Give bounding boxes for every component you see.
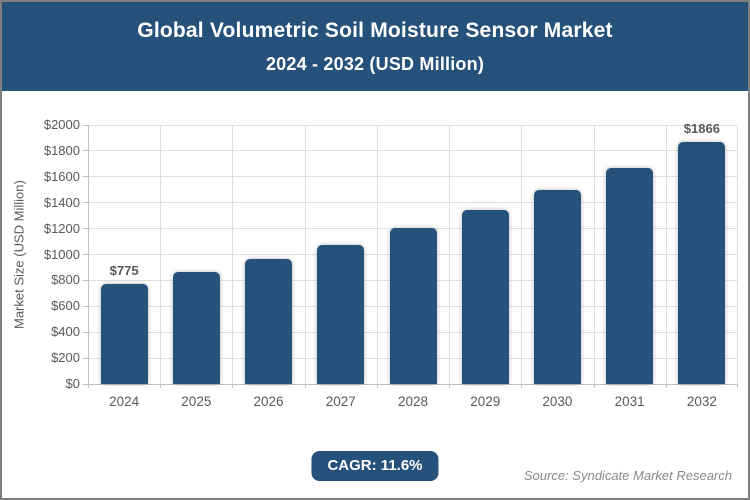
chart-header: Global Volumetric Soil Moisture Sensor M… [2, 2, 748, 91]
x-axis-label: 2032 [686, 394, 717, 409]
y-axis-tick-label: $2000 [43, 117, 80, 132]
plot-area: $775 $1866 [83, 121, 738, 388]
vertical-gridline [521, 125, 523, 384]
y-axis-tick [83, 383, 88, 385]
y-axis-tick-label: $1200 [43, 220, 80, 236]
x-axis-tick [521, 384, 523, 388]
bar-2024 [100, 283, 148, 384]
bar-2026 [245, 259, 293, 384]
x-axis-tick [376, 384, 378, 388]
x-axis-tick [665, 384, 667, 388]
x-axis-tick [737, 384, 738, 388]
vertical-gridline [449, 125, 451, 384]
x-axis-tick [160, 384, 162, 388]
vertical-gridline [665, 125, 667, 384]
bar-2025 [172, 271, 220, 384]
vertical-gridline [593, 125, 595, 384]
bar-2030 [533, 190, 581, 384]
y-axis-tick [83, 150, 88, 152]
vertical-gridline [376, 125, 378, 384]
x-axis-labels: 2024 2025 2026 2027 2028 2029 2030 2031 2032 [88, 394, 738, 412]
x-axis-label: 2024 [109, 394, 140, 409]
x-axis-tick [304, 384, 306, 388]
y-axis-tick [83, 176, 88, 178]
y-axis-tick [83, 228, 88, 230]
x-axis-label: 2027 [325, 394, 356, 409]
y-axis-tick [83, 357, 88, 359]
y-axis-tick [83, 254, 88, 255]
y-axis-tick-label: $1400 [43, 194, 80, 210]
y-axis-line [88, 125, 89, 384]
y-axis-tick-label: $1000 [43, 246, 80, 262]
x-axis-tick [449, 384, 451, 388]
x-axis-tick [593, 384, 595, 388]
y-axis-tick-label: $800 [51, 272, 80, 288]
x-axis-label: 2030 [542, 394, 573, 409]
y-axis-tick-label: $600 [51, 298, 80, 314]
chart-title: Global Volumetric Soil Moisture Sensor M… [137, 19, 613, 42]
x-axis-line [88, 383, 738, 385]
vertical-gridline [232, 125, 234, 384]
horizontal-gridline [88, 202, 738, 204]
vertical-gridline [737, 125, 738, 384]
bar-value-label: $775 [109, 262, 139, 278]
cagr-badge: CAGR: 11.6% [311, 451, 439, 481]
bar-2027 [317, 244, 365, 384]
y-axis-tick [83, 279, 88, 281]
horizontal-gridline [88, 124, 738, 126]
y-axis-tick [83, 331, 88, 333]
x-axis-label: 2031 [614, 394, 645, 409]
x-axis-label: 2026 [253, 394, 284, 409]
horizontal-gridline [88, 150, 738, 152]
vertical-gridline [304, 125, 306, 384]
x-axis-label: 2029 [470, 394, 501, 409]
y-axis-tick [83, 202, 88, 204]
bar-2031 [606, 167, 654, 384]
y-axis-tick [83, 124, 88, 126]
y-axis-tick-label: $0 [65, 376, 80, 391]
bar-2028 [389, 228, 437, 384]
bar-2029 [461, 210, 509, 384]
chart-subtitle: 2024 - 2032 (USD Million) [265, 54, 485, 74]
x-axis-label: 2025 [181, 394, 212, 409]
y-axis-tick-label: $1800 [43, 142, 80, 158]
y-axis-tick [83, 305, 88, 307]
y-axis-tick-label: $1600 [43, 168, 80, 184]
y-axis-tick-label: $200 [51, 350, 80, 366]
x-axis-tick [232, 384, 234, 388]
bar-value-label: $1866 [683, 121, 720, 137]
vertical-gridline [160, 125, 162, 384]
horizontal-gridline [88, 176, 738, 178]
x-axis-label: 2028 [397, 394, 428, 409]
source-text: Source: Syndicate Market Research [523, 468, 732, 483]
x-axis-tick [88, 384, 89, 388]
y-axis-tick-labels: $0 $200 $400 $600 $800 $1000 $1200 $1400 $1600 $1… [16, 117, 80, 391]
y-axis-tick-label: $400 [51, 324, 80, 340]
bar-2032 [678, 142, 726, 384]
